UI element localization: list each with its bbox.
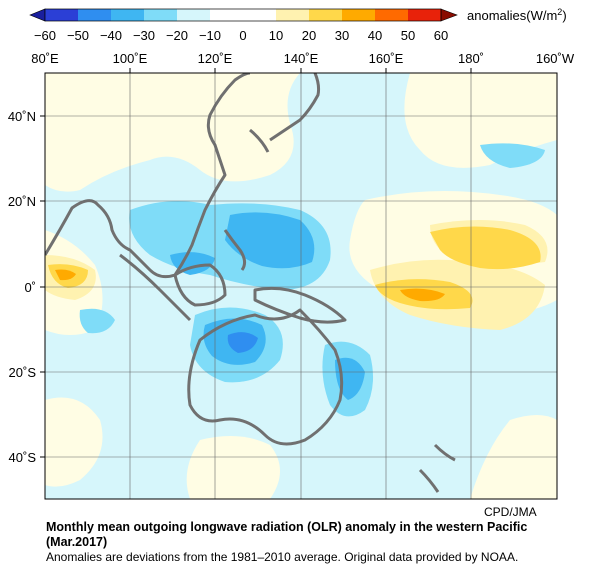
colorbar-tick: −60 [34,28,56,43]
longitude-label: 160˚E [369,51,404,66]
colorbar-bin-3 [111,9,144,21]
latitude-label: 40˚S [9,450,37,465]
colorbar-tick: −10 [199,28,221,43]
longitude-label: 80˚E [31,51,59,66]
colorbar-bin-1 [45,9,78,21]
colorbar-tick: 0 [239,28,246,43]
colorbar-arrow-low [29,8,46,22]
colorbar-tick: 40 [368,28,382,43]
longitude-label: 160˚W [536,51,575,66]
anomaly-weak-positive [404,73,557,168]
colorbar-units: anomalies(W/m2) [467,7,567,23]
new-guinea-coast [253,286,347,324]
anomaly-moderate-negative [79,308,115,334]
new-zealand-coast [418,443,456,493]
colorbar-tick: −50 [67,28,89,43]
latitude-label: 20˚S [9,365,37,380]
latitude-label: 0˚ [24,280,36,295]
anomaly-strong-negative [225,212,315,269]
longitude-label: 140˚E [284,51,319,66]
colorbar-ticks: −60 −50 −40 −30 −20 −10 0 10 20 30 40 50… [34,28,448,43]
colorbar-bin-11 [408,9,441,21]
colorbar-bin-4 [144,9,177,21]
colorbar-tick: 20 [302,28,316,43]
korea-japan-coast [249,73,321,153]
credit-label: CPD/JMA [484,505,537,519]
colorbar-tick: −20 [166,28,188,43]
philippines-coast [223,229,247,271]
colorbar-tick: −40 [100,28,122,43]
anomaly-field [45,73,557,499]
asia-coast [45,73,251,279]
coastlines [45,73,456,493]
anomaly-weak-positive [45,73,300,192]
figure-note: Anomalies are deviations from the 1981–2… [46,550,519,564]
anomaly-strong-negative [170,252,215,275]
longitude-label: 180˚ [458,51,484,66]
anomaly-very-strong-positive [400,288,445,302]
anomaly-weak-positive [186,436,280,499]
colorbar-tick: 30 [335,28,349,43]
colorbar-bin-5 [177,9,210,21]
map-area: 80˚E 100˚E 120˚E 140˚E 160˚E 180˚ 160˚W … [8,51,575,500]
colorbar-bin-10 [375,9,408,21]
colorbar-tick: 50 [401,28,415,43]
anomaly-weak-positive [45,397,103,487]
colorbar-tick: −30 [133,28,155,43]
graticule [45,73,557,499]
colorbar-bin-6 [210,9,276,21]
latitude-label: 40˚N [8,109,36,124]
australia-coast [187,308,344,446]
colorbar-tick: 60 [434,28,448,43]
colorbar-tick: 10 [269,28,283,43]
colorbar: −60 −50 −40 −30 −20 −10 0 10 20 30 40 50… [29,7,567,43]
longitude-label: 100˚E [113,51,148,66]
colorbar-bin-7 [276,9,309,21]
axis-ticks [40,68,472,458]
colorbar-bin-9 [342,9,375,21]
colorbar-arrow-high [440,8,458,22]
anomaly-moderate-negative [480,143,545,168]
anomaly-very-strong-negative [227,332,258,353]
colorbar-bin-8 [309,9,342,21]
anomaly-very-strong-positive [55,269,76,281]
anomaly-strong-positive [430,226,541,270]
colorbar-bin-2 [78,9,111,21]
longitude-label: 120˚E [198,51,233,66]
sumatra-coast [119,253,192,322]
latitude-label: 20˚N [8,194,36,209]
figure-title: Monthly mean outgoing longwave radiation… [46,520,528,549]
borneo-coast [173,263,227,307]
